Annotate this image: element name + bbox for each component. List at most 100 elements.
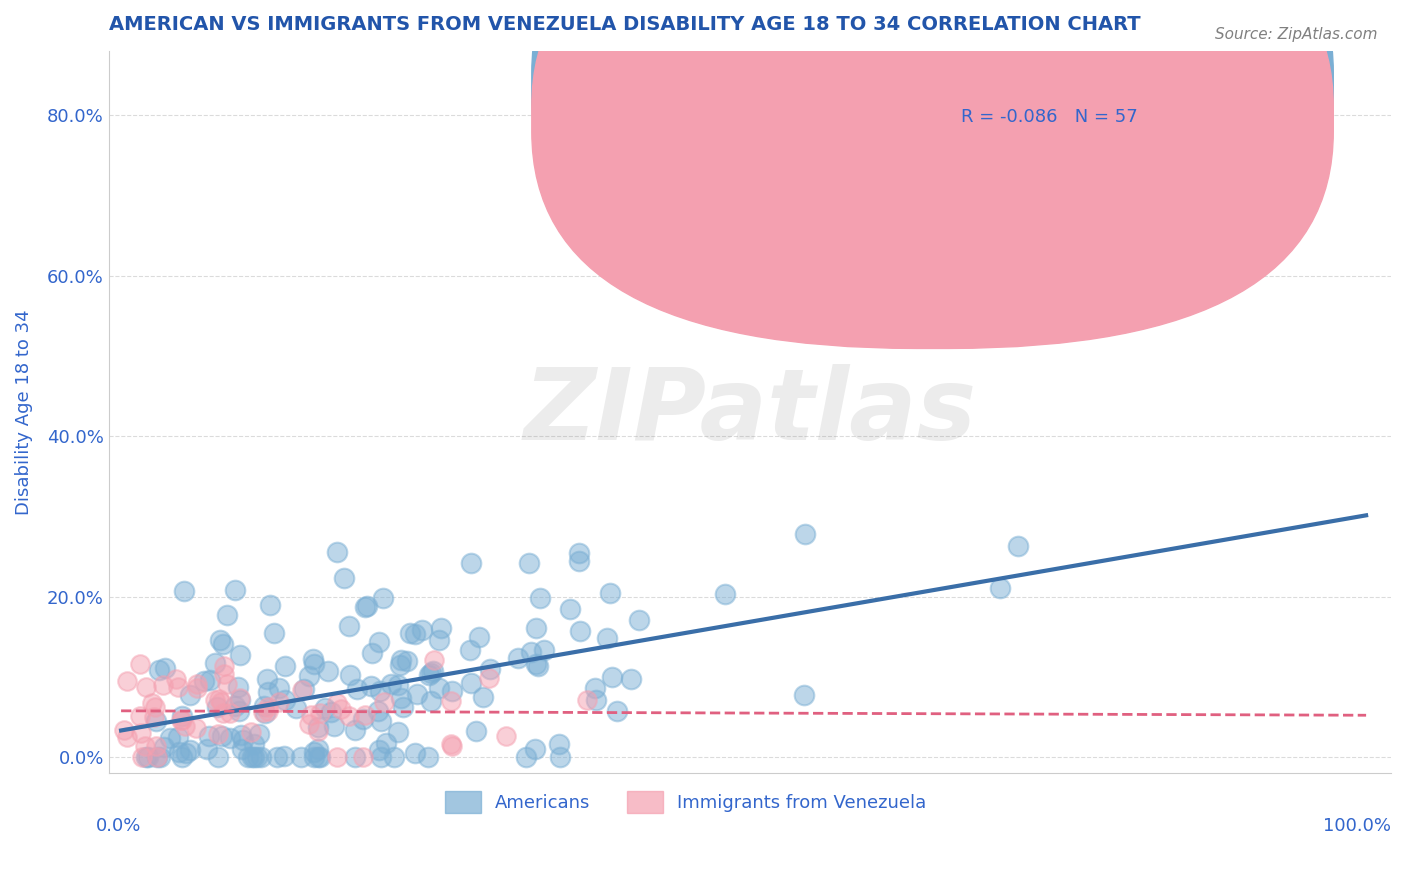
Point bbox=[460, 557, 482, 571]
Point bbox=[354, 707, 377, 722]
Text: ZIPatlas: ZIPatlas bbox=[523, 364, 976, 460]
Point bbox=[406, 687, 429, 701]
Point bbox=[600, 670, 623, 684]
Point bbox=[259, 598, 281, 612]
Point bbox=[291, 683, 314, 698]
Point bbox=[330, 702, 353, 716]
Point bbox=[141, 696, 163, 710]
Point bbox=[354, 599, 377, 614]
Point bbox=[273, 693, 295, 707]
Point bbox=[399, 625, 422, 640]
FancyBboxPatch shape bbox=[531, 0, 1333, 349]
Point bbox=[302, 745, 325, 759]
Point bbox=[146, 750, 169, 764]
Point bbox=[326, 545, 349, 559]
Point bbox=[284, 701, 307, 715]
Point bbox=[148, 663, 170, 677]
Point bbox=[292, 681, 315, 696]
Point bbox=[627, 613, 650, 627]
Point bbox=[478, 671, 501, 685]
Point bbox=[212, 706, 235, 720]
Text: R = -0.086   N = 57: R = -0.086 N = 57 bbox=[962, 108, 1137, 127]
Point bbox=[396, 654, 419, 668]
Point bbox=[575, 693, 598, 707]
Point bbox=[228, 648, 250, 662]
Point bbox=[242, 737, 264, 751]
Point bbox=[240, 750, 263, 764]
Point bbox=[252, 705, 274, 719]
Point bbox=[370, 714, 392, 729]
Point bbox=[558, 602, 581, 616]
Point bbox=[167, 731, 190, 745]
Point bbox=[232, 732, 254, 747]
Point bbox=[371, 591, 394, 605]
Point bbox=[211, 729, 233, 743]
Point bbox=[793, 689, 815, 703]
Point bbox=[239, 725, 262, 739]
Point bbox=[215, 608, 238, 623]
Point bbox=[217, 677, 239, 691]
Point bbox=[167, 745, 190, 759]
Point bbox=[186, 681, 208, 695]
Point bbox=[382, 750, 405, 764]
Point bbox=[298, 717, 321, 731]
Point bbox=[243, 750, 266, 764]
Point bbox=[308, 706, 330, 721]
Point bbox=[440, 694, 463, 708]
Text: AMERICAN VS IMMIGRANTS FROM VENEZUELA DISABILITY AGE 18 TO 34 CORRELATION CHART: AMERICAN VS IMMIGRANTS FROM VENEZUELA DI… bbox=[108, 15, 1140, 34]
Text: R =  0.579   N = 151: R = 0.579 N = 151 bbox=[962, 74, 1149, 93]
Point bbox=[256, 685, 278, 699]
Point bbox=[153, 661, 176, 675]
Point bbox=[440, 684, 463, 698]
Point bbox=[290, 750, 312, 764]
Point bbox=[339, 668, 361, 682]
Point bbox=[389, 691, 412, 706]
Point bbox=[186, 721, 208, 735]
Point bbox=[219, 706, 242, 720]
Point bbox=[143, 699, 166, 714]
Point bbox=[246, 750, 269, 764]
Point bbox=[226, 680, 249, 694]
Text: 100.0%: 100.0% bbox=[1323, 816, 1391, 835]
Point bbox=[990, 582, 1012, 596]
Point bbox=[224, 699, 246, 714]
Point bbox=[207, 727, 229, 741]
Point bbox=[207, 700, 229, 714]
Point bbox=[387, 724, 409, 739]
Point bbox=[314, 700, 336, 714]
Point bbox=[224, 582, 246, 597]
Point bbox=[170, 713, 193, 727]
Point bbox=[146, 750, 169, 764]
Point bbox=[439, 737, 461, 751]
Point bbox=[136, 750, 159, 764]
Point bbox=[793, 527, 815, 541]
Point bbox=[193, 673, 215, 688]
Point bbox=[404, 746, 426, 760]
Point bbox=[569, 624, 592, 638]
FancyBboxPatch shape bbox=[891, 58, 1327, 152]
Point bbox=[186, 677, 208, 691]
Point bbox=[533, 642, 555, 657]
Point bbox=[131, 750, 153, 764]
Point bbox=[174, 719, 197, 733]
Point bbox=[339, 619, 361, 633]
Point bbox=[179, 688, 201, 702]
Point bbox=[231, 741, 253, 756]
Point bbox=[267, 695, 290, 709]
Point bbox=[172, 750, 194, 764]
Point bbox=[368, 634, 391, 648]
Point bbox=[149, 750, 172, 764]
Point bbox=[420, 665, 443, 680]
Point bbox=[478, 662, 501, 676]
Point bbox=[253, 698, 276, 713]
Point bbox=[337, 709, 360, 723]
Point bbox=[195, 742, 218, 756]
Point bbox=[508, 651, 530, 665]
Point bbox=[135, 750, 157, 764]
Point bbox=[316, 665, 339, 679]
Point bbox=[134, 739, 156, 753]
Point bbox=[583, 681, 606, 695]
Point bbox=[267, 681, 290, 695]
Point bbox=[440, 739, 463, 753]
Point bbox=[343, 723, 366, 737]
